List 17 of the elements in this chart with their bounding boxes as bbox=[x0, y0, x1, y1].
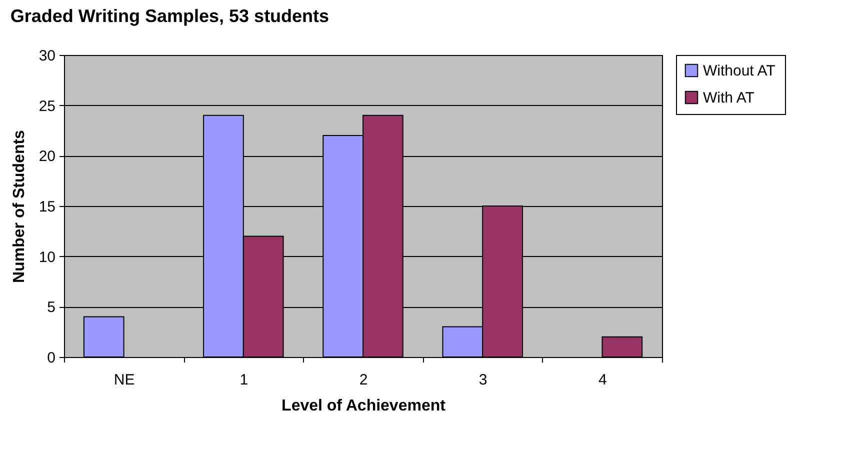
y-tick-label: 10 bbox=[38, 248, 56, 266]
chart-title: Graded Writing Samples, 53 students bbox=[10, 6, 330, 26]
x-tick-label: 4 bbox=[598, 372, 607, 388]
legend-label: With AT bbox=[703, 90, 754, 106]
x-tick-label: 3 bbox=[478, 372, 488, 388]
y-tick-label: 15 bbox=[38, 198, 56, 216]
y-tick-label: 30 bbox=[38, 48, 56, 64]
x-tick-label: 2 bbox=[359, 372, 368, 388]
x-axis-title: Level of Achievement bbox=[282, 398, 446, 414]
legend-label: Without AT bbox=[703, 62, 776, 80]
y-tick-label: 20 bbox=[38, 148, 56, 166]
x-tick-label: NE bbox=[114, 372, 135, 388]
y-tick-label: 5 bbox=[47, 299, 56, 316]
y-tick-label: 25 bbox=[38, 98, 56, 115]
y-tick-label: 0 bbox=[47, 350, 56, 366]
x-tick-label: 1 bbox=[240, 372, 248, 388]
y-axis-title: Number of Students bbox=[10, 130, 28, 283]
